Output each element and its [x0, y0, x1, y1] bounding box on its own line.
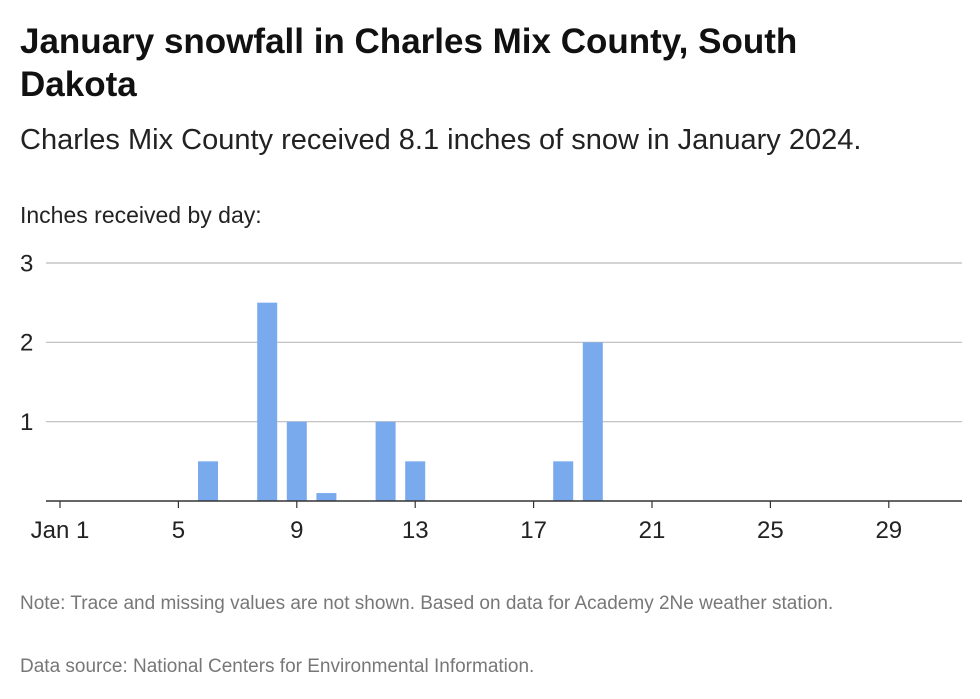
x-tick-label-13: 13 — [402, 517, 429, 544]
data-source: Data source: National Centers for Enviro… — [20, 656, 535, 677]
y-tick-label-3: 3 — [20, 250, 33, 277]
x-tick-label-1: Jan 1 — [31, 517, 90, 544]
chart-note: Note: Trace and missing values are not s… — [20, 593, 834, 614]
bars — [198, 302, 603, 501]
bar-jan-13 — [405, 461, 426, 501]
y-tick-label-2: 2 — [20, 330, 33, 357]
y-axis-label: Inches received by day: — [20, 202, 262, 228]
chart-subtitle: Charles Mix County received 8.1 inches o… — [20, 124, 862, 156]
axes: 1 2 3 Jan 1 5 9 13 17 21 25 29 — [20, 250, 962, 544]
y-tick-label-1: 1 — [20, 409, 33, 436]
x-tick-label-21: 21 — [639, 517, 666, 544]
bar-jan-19 — [582, 342, 603, 501]
bar-jan-9 — [286, 421, 307, 501]
chart-title: January snowfall in Charles Mix County, … — [20, 22, 798, 104]
x-tick-label-9: 9 — [290, 517, 303, 544]
snowfall-bar-chart: 1 2 3 Jan 1 5 9 13 17 21 25 29 — [20, 250, 962, 544]
bar-jan-12 — [375, 421, 396, 501]
bar-jan-10 — [316, 493, 337, 501]
bar-jan-6 — [198, 461, 218, 501]
x-tick-label-25: 25 — [757, 517, 784, 544]
x-tick-label-17: 17 — [520, 517, 547, 544]
bar-jan-8 — [257, 302, 278, 501]
bar-jan-18 — [553, 461, 574, 501]
x-tick-label-29: 29 — [875, 517, 902, 544]
x-tick-label-5: 5 — [172, 517, 185, 544]
gridlines — [46, 262, 962, 423]
